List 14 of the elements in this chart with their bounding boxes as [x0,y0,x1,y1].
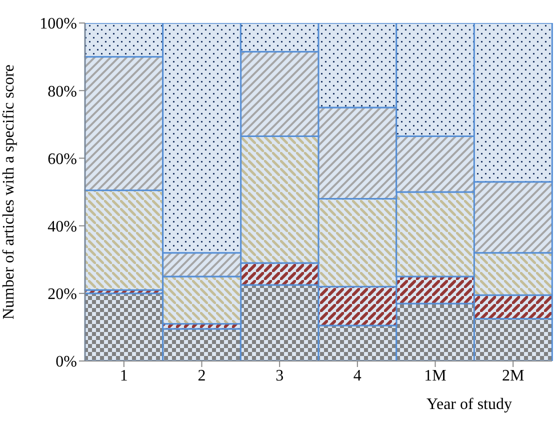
x-tick-label: 1 [120,367,128,384]
x-tick-label: 3 [276,367,284,384]
x-axis-title: Year of study [426,396,512,413]
x-tick-label: 1M [424,367,446,384]
y-axis-title: Number of articles with a specific score [0,64,18,320]
y-tick-label: 20% [48,286,77,304]
y-tick-label: 60% [48,150,77,168]
y-tick-label: 100% [40,16,77,33]
x-tick-label: 4 [353,367,362,384]
y-tick-label: 0% [56,354,77,371]
x-tick-label: 2 [198,367,206,384]
y-tick-label: 80% [48,83,77,100]
x-tick-label: 2M [502,367,524,384]
y-tick-label: 40% [48,218,77,236]
